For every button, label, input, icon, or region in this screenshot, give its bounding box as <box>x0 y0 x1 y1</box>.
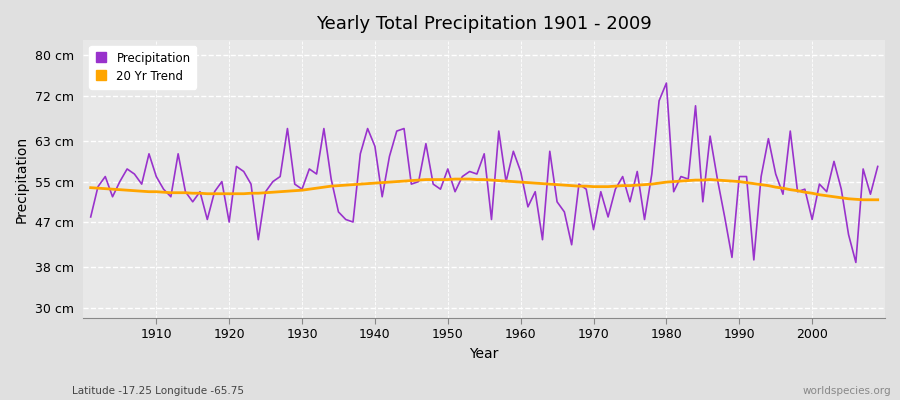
Text: worldspecies.org: worldspecies.org <box>803 386 891 396</box>
20 Yr Trend <box>523 180 534 185</box>
Precipitation <box>661 81 671 86</box>
Precipitation <box>515 169 526 174</box>
Text: Latitude -17.25 Longitude -65.75: Latitude -17.25 Longitude -65.75 <box>72 386 244 396</box>
Y-axis label: Precipitation: Precipitation <box>15 136 29 223</box>
Precipitation <box>603 214 614 219</box>
20 Yr Trend <box>450 177 461 182</box>
20 Yr Trend <box>858 197 868 202</box>
Precipitation <box>304 166 315 171</box>
Legend: Precipitation, 20 Yr Trend: Precipitation, 20 Yr Trend <box>89 46 196 88</box>
20 Yr Trend <box>872 197 883 202</box>
20 Yr Trend <box>144 189 155 194</box>
Precipitation <box>86 214 96 219</box>
Title: Yearly Total Precipitation 1901 - 2009: Yearly Total Precipitation 1901 - 2009 <box>316 15 652 33</box>
Line: Precipitation: Precipitation <box>91 83 878 262</box>
20 Yr Trend <box>304 187 315 192</box>
Precipitation <box>850 260 861 265</box>
20 Yr Trend <box>347 182 358 187</box>
Precipitation <box>144 152 155 156</box>
Precipitation <box>347 220 358 224</box>
Precipitation <box>872 164 883 169</box>
X-axis label: Year: Year <box>470 347 499 361</box>
20 Yr Trend <box>610 184 621 188</box>
20 Yr Trend <box>86 185 96 190</box>
Line: 20 Yr Trend: 20 Yr Trend <box>91 179 878 200</box>
20 Yr Trend <box>515 180 526 184</box>
Precipitation <box>508 149 518 154</box>
